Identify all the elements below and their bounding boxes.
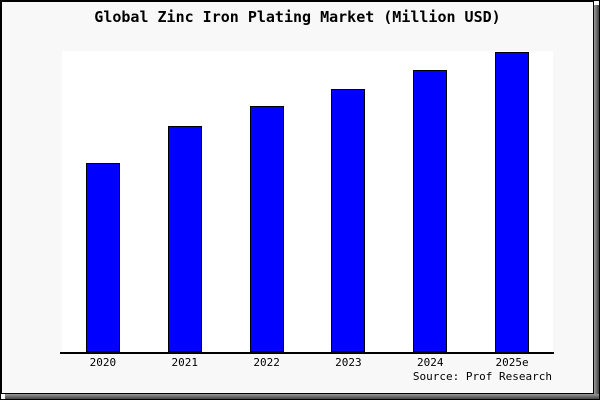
x-axis-line <box>60 352 554 354</box>
frame-shadow-right <box>594 5 599 399</box>
x-tick-label-2023: 2023 <box>335 356 362 369</box>
bar-2022 <box>249 106 284 353</box>
x-tick-label-2020: 2020 <box>89 356 117 369</box>
x-tick-label-2024: 2024 <box>417 356 444 369</box>
chart-frame: Global Zinc Iron Plating Market (Million… <box>1 1 594 394</box>
bar-2024 <box>413 70 448 353</box>
x-tick-label-2021: 2021 <box>171 356 199 369</box>
chart-title: Global Zinc Iron Plating Market (Million… <box>94 8 501 26</box>
x-tick-label-2022: 2022 <box>253 356 280 369</box>
bar-2021 <box>167 125 202 353</box>
bar-2020 <box>85 163 120 353</box>
frame-shadow-bottom <box>5 394 599 399</box>
source-note: Source: Prof Research <box>412 370 552 383</box>
plot-area <box>62 51 553 353</box>
x-tick-label-2025e: 2025e <box>495 356 529 369</box>
bar-2025e <box>495 52 530 353</box>
bar-2023 <box>331 89 366 353</box>
